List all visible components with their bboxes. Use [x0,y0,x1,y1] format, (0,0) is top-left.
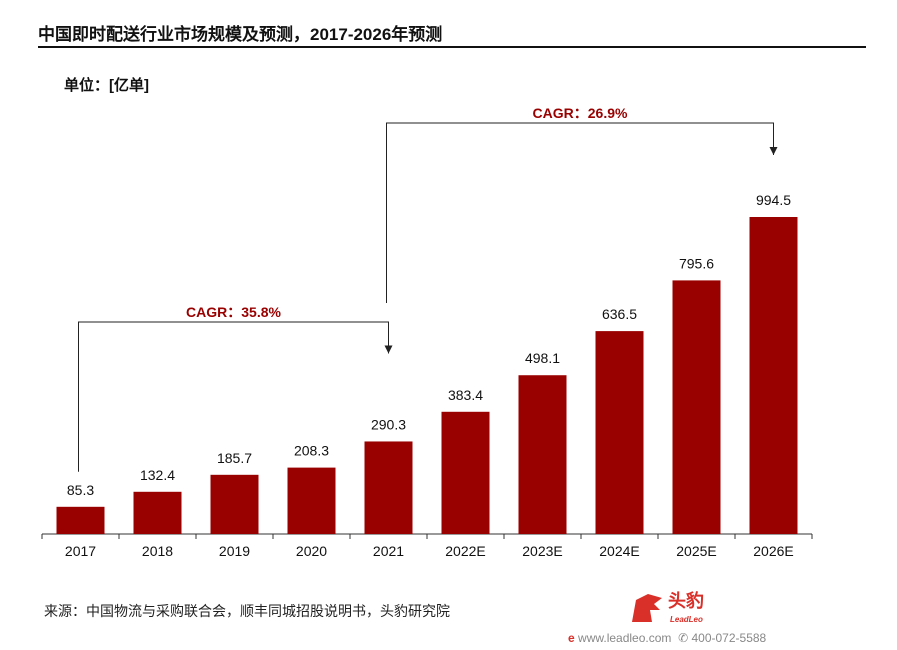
logo-english: LeadLeo [670,615,703,624]
phone-number: 400-072-5588 [691,631,767,645]
x-tick-label-2020: 2020 [296,543,327,559]
value-label-2021: 290.3 [371,416,406,432]
x-tick-label-2025E: 2025E [676,543,716,559]
value-label-2025E: 795.6 [679,255,714,271]
value-label-2020: 208.3 [294,443,329,459]
x-tick-label-2019: 2019 [219,543,250,559]
x-tick-label-2026E: 2026E [753,543,793,559]
contact-info: e www.leadleo.com ✆ 400-072-5588 [568,632,766,644]
value-label-2019: 185.7 [217,450,252,466]
x-tick-label-2021: 2021 [373,543,404,559]
logo-text: 头豹 [668,591,704,611]
x-tick-label-2023E: 2023E [522,543,562,559]
leopard-logo-icon [632,594,662,622]
bar-2017 [56,506,105,534]
cagr-label: CAGR：26.9% [533,105,628,121]
arrow-head-icon [769,147,778,155]
cagr-bracket [78,321,389,472]
value-label-2022E: 383.4 [448,387,483,403]
chart-title: 中国即时配送行业市场规模及预测，2017-2026年预测 [38,25,443,44]
x-tick-label-2017: 2017 [65,543,96,559]
cagr-label: CAGR：35.8% [186,304,281,320]
web-icon: e [568,631,575,645]
value-label-2024E: 636.5 [602,306,637,322]
title-divider [38,46,866,48]
bar-2018 [133,491,182,534]
value-label-2017: 85.3 [67,482,94,498]
arrow-head-icon [384,345,393,354]
bar-2021 [364,441,413,534]
bar-2020 [287,467,336,534]
value-label-2026E: 994.5 [756,192,791,208]
bar-2019 [210,474,259,534]
bar-2022E [441,411,490,534]
phone-icon: ✆ [678,631,689,645]
cagr-bracket [386,122,774,303]
value-label-2023E: 498.1 [525,350,560,366]
x-tick-label-2024E: 2024E [599,543,639,559]
x-tick-label-2022E: 2022E [445,543,485,559]
x-tick-label-2018: 2018 [142,543,173,559]
bar-2025E [672,280,721,534]
website-link[interactable]: www.leadleo.com [578,631,672,645]
bar-2023E [518,375,567,534]
bar-2026E [749,217,798,534]
unit-label: 单位：[亿单] [64,77,149,94]
source-note: 来源：中国物流与采购联合会，顺丰同城招股说明书，头豹研究院 [44,603,450,619]
bar-2024E [595,331,644,534]
value-label-2018: 132.4 [140,467,175,483]
